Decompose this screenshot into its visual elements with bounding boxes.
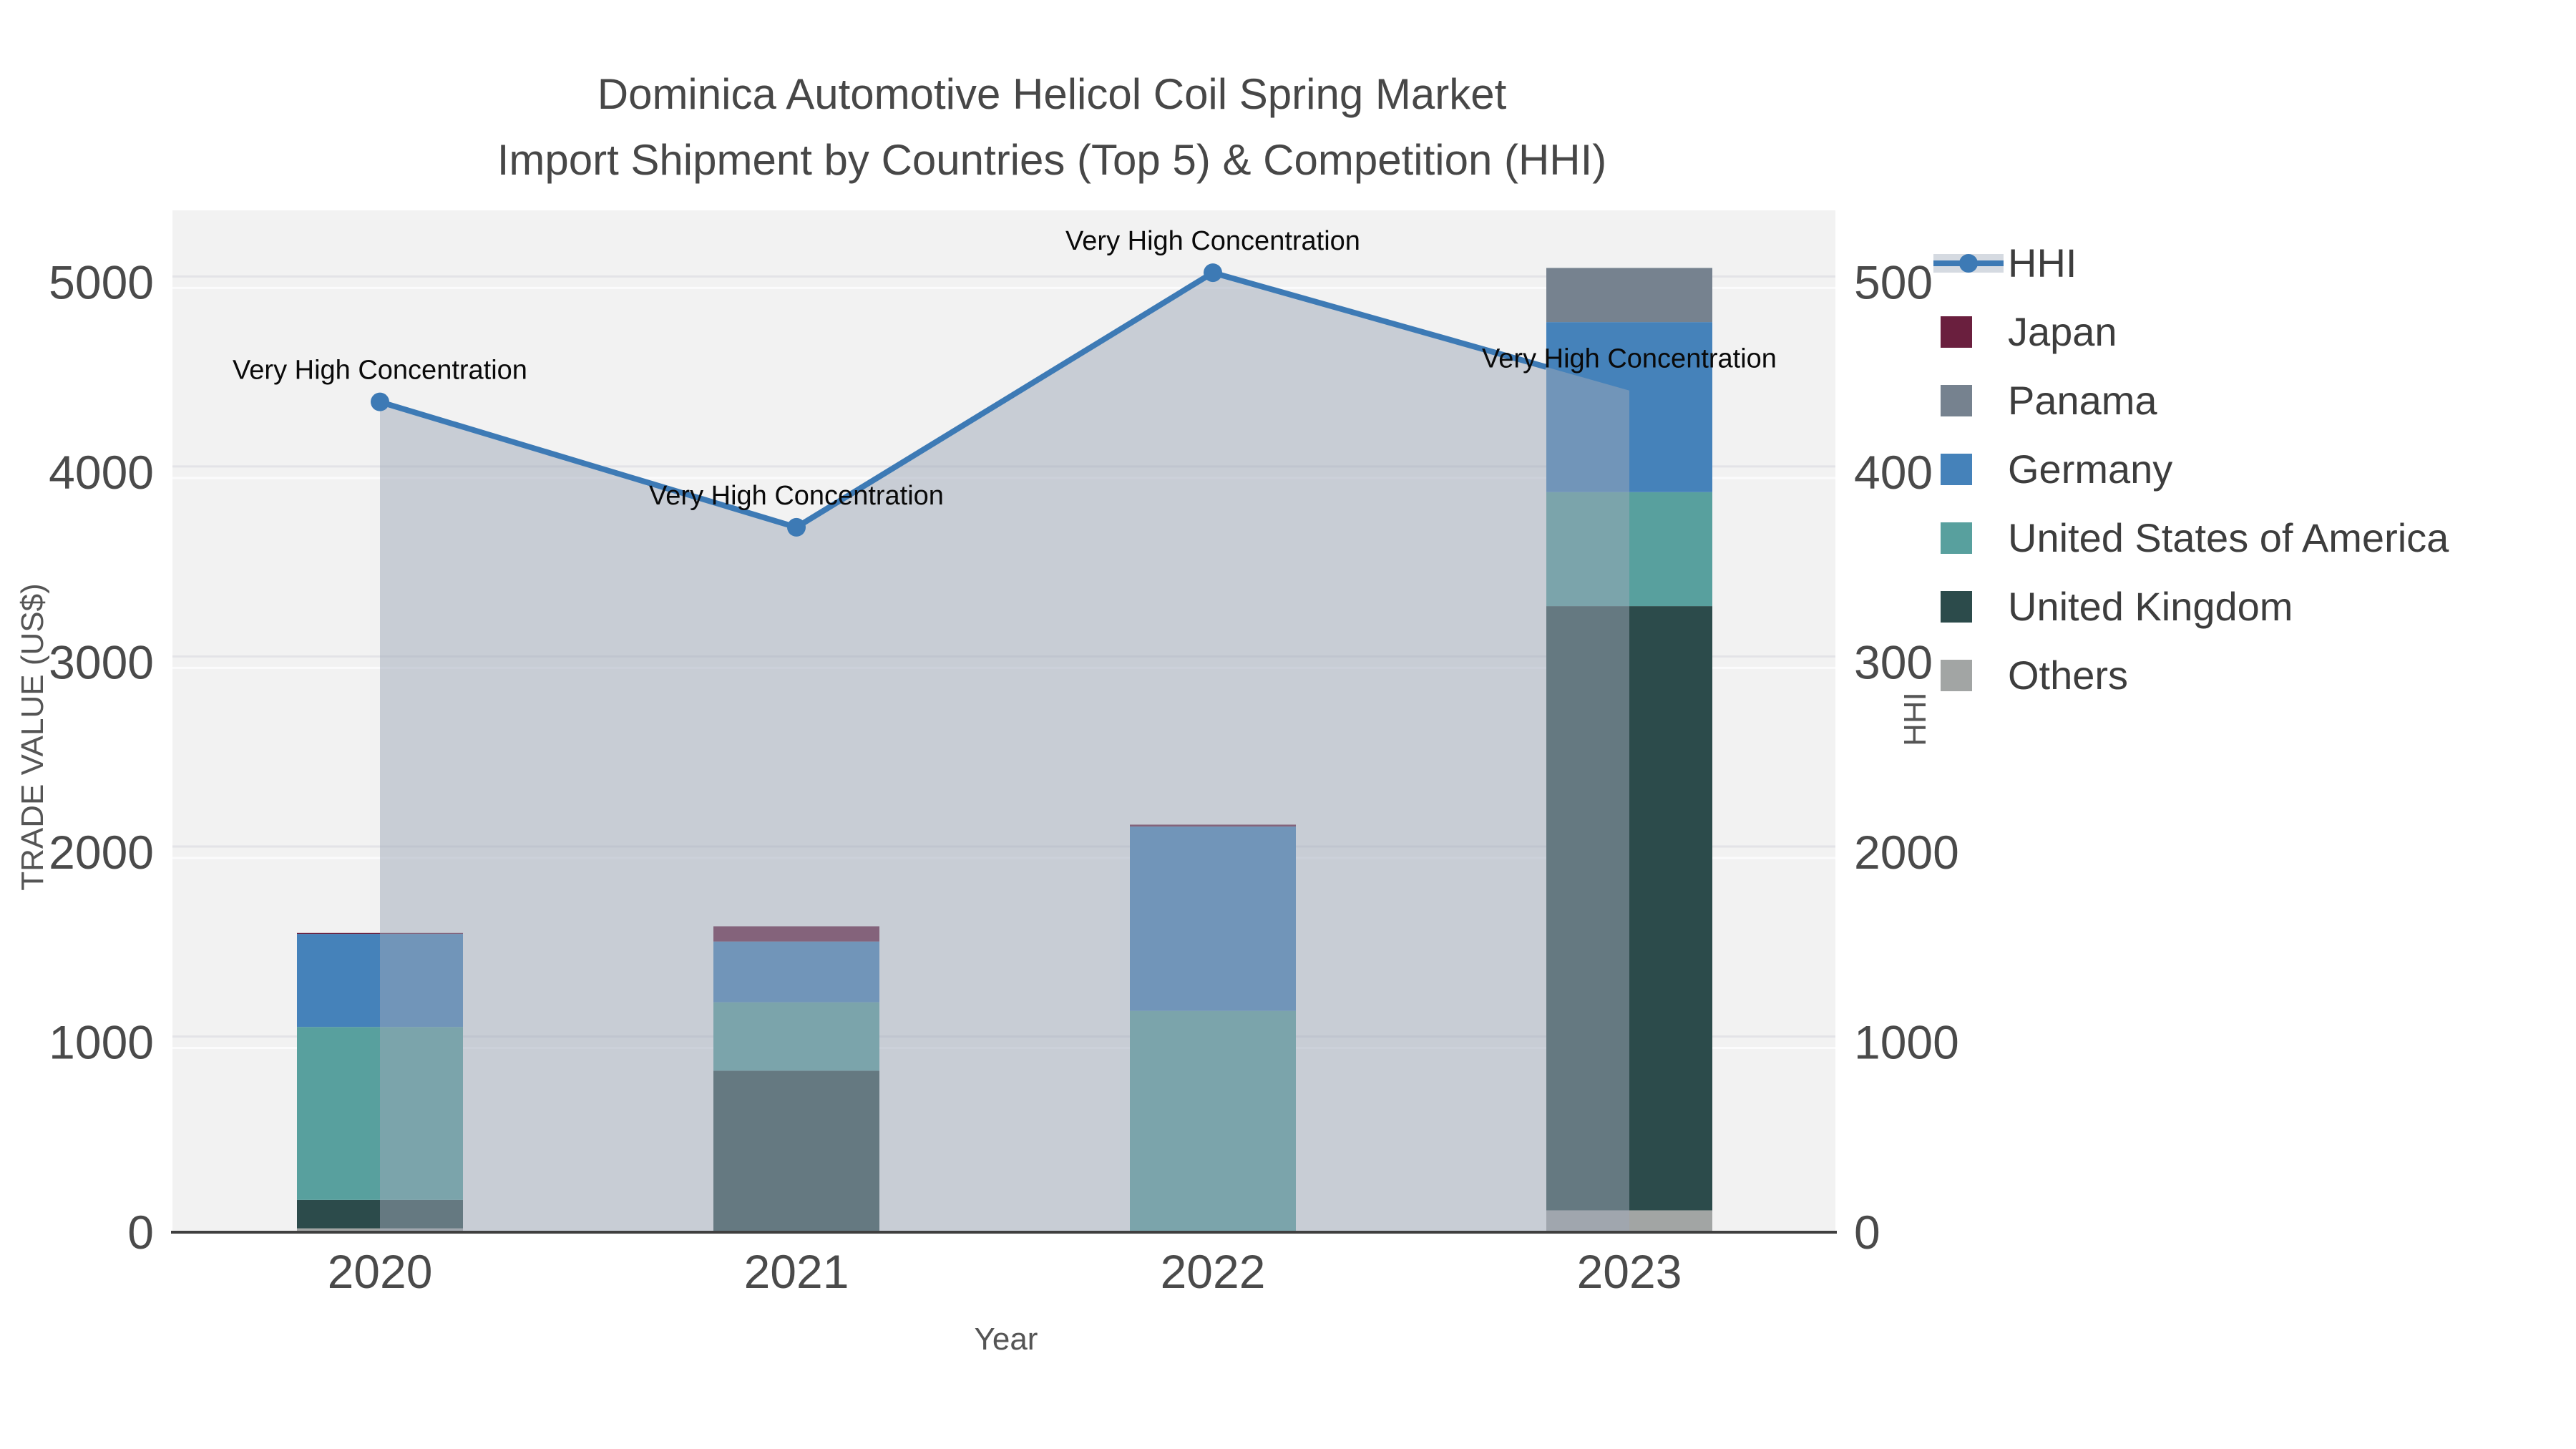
hhi-marker-2022[interactable]	[1204, 263, 1222, 283]
legend-label: United Kingdom	[2008, 584, 2293, 629]
y-right-tick-2000: 2000	[1854, 826, 1959, 879]
y-right-tick-0: 0	[1854, 1206, 1880, 1259]
legend-item-united-states-of-america[interactable]: United States of America	[1941, 515, 2449, 560]
y-left-tick-3000: 3000	[49, 635, 154, 688]
bar-segment-panama-2023[interactable]	[1546, 268, 1712, 323]
hhi-line[interactable]	[379, 269, 1548, 531]
y-left-tick-1000: 1000	[49, 1015, 154, 1068]
legend-swatch-icon	[1941, 454, 1972, 485]
legend-swatch-icon	[1941, 316, 1972, 348]
annotation-2021: Very High Concentration	[649, 481, 944, 511]
hhi-area-fill	[380, 273, 1629, 1233]
y-left-tick-0: 0	[127, 1206, 154, 1259]
annotation-2020: Very High Concentration	[233, 356, 527, 386]
legend-label: Others	[2008, 653, 2128, 698]
hhi-marker-2020[interactable]	[371, 392, 389, 411]
y-left-tick-2000: 2000	[49, 826, 154, 879]
y-right-tick-300: 300	[1854, 635, 1933, 688]
hhi-marker-2021[interactable]	[787, 517, 806, 537]
legend-swatch-icon	[1941, 591, 1972, 623]
legend-item-panama[interactable]: Panama	[1941, 378, 2157, 423]
legend-label: HHI	[2008, 240, 2077, 286]
annotation-2023: Very High Concentration	[1482, 344, 1777, 374]
y-axis-right-title: HHI	[1898, 692, 1933, 746]
x-axis-title: Year	[975, 1322, 1038, 1357]
y-right-tick-400: 400	[1854, 446, 1933, 499]
y-axis-left-title: TRADE VALUE (US$)	[15, 583, 50, 891]
legend-item-others[interactable]: Others	[1941, 653, 2128, 698]
y-right-tick-500: 500	[1854, 255, 1933, 308]
hhi-legend-marker	[1959, 254, 1978, 273]
x-tick-2020: 2020	[328, 1245, 433, 1298]
legend-swatch-icon	[1941, 660, 1972, 691]
y-left-tick-4000: 4000	[49, 446, 154, 499]
x-tick-2021: 2021	[744, 1245, 849, 1298]
legend-swatch-icon	[1941, 522, 1972, 554]
legend-swatch-icon	[1941, 385, 1972, 416]
legend-item-japan[interactable]: Japan	[1941, 309, 2117, 354]
legend-label: United States of America	[2008, 515, 2449, 560]
y-right-tick-1000: 1000	[1854, 1015, 1959, 1068]
legend-item-united-kingdom[interactable]: United Kingdom	[1941, 584, 2293, 629]
legend-label: Panama	[2008, 378, 2157, 423]
legend-item-hhi[interactable]: HHI	[1933, 240, 2077, 286]
legend-item-germany[interactable]: Germany	[1941, 447, 2172, 492]
chart-title-line2: Import Shipment by Countries (Top 5) & C…	[497, 136, 1607, 184]
chart-title-line1: Dominica Automotive Helicol Coil Spring …	[597, 70, 1507, 118]
x-tick-2022: 2022	[1161, 1245, 1266, 1298]
x-tick-2023: 2023	[1577, 1245, 1682, 1298]
legend-label: Germany	[2008, 447, 2172, 492]
legend-label: Japan	[2008, 309, 2117, 354]
y-left-tick-5000: 5000	[49, 255, 154, 308]
annotation-2022: Very High Concentration	[1065, 226, 1360, 256]
